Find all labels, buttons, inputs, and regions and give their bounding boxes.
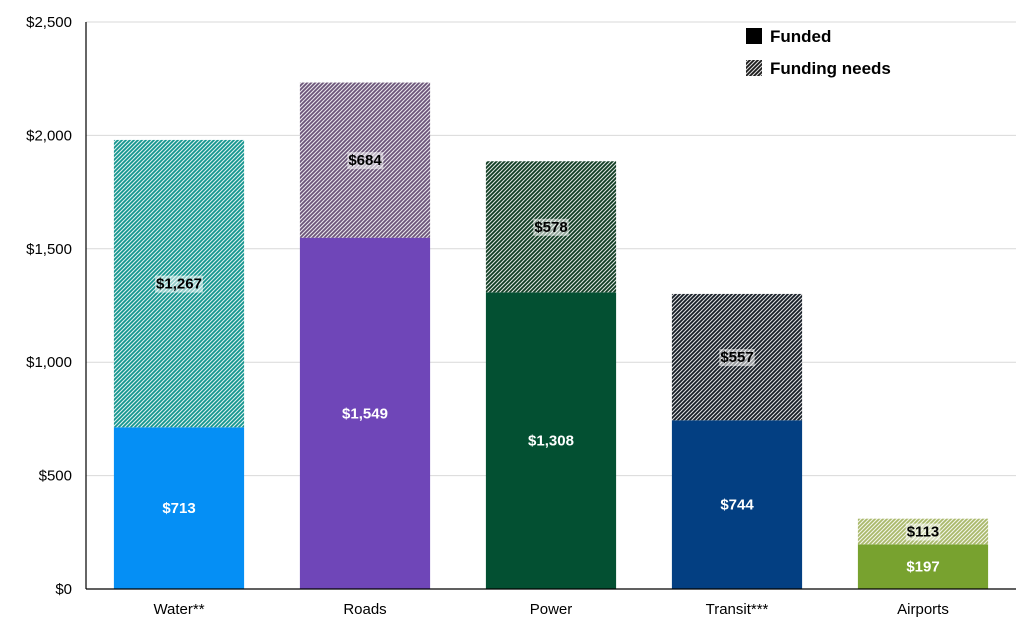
y-tick-label: $1,000 (26, 354, 72, 371)
data-label-funding-needs: $1,267 (156, 276, 202, 293)
data-label-funded: $744 (720, 497, 754, 514)
y-tick-label: $2,000 (26, 127, 72, 144)
data-label-backing (533, 218, 569, 236)
legend-swatch-funded (746, 28, 762, 44)
bars (113, 82, 989, 589)
bar-funded (113, 427, 245, 589)
data-label-funding-needs: $578 (534, 219, 567, 236)
data-label-funded: $713 (162, 500, 195, 517)
data-label-backing (347, 152, 384, 170)
bar-funded (485, 292, 617, 589)
bar-funded (857, 544, 989, 589)
y-tick-label: $0 (55, 581, 72, 598)
legend-label-funded: Funded (770, 27, 831, 46)
data-label-funding-needs: $557 (720, 349, 753, 366)
y-tick-label: $500 (39, 468, 72, 485)
bar-funded (299, 237, 431, 589)
legend: Funded Funding needs (746, 27, 891, 78)
y-tick-label: $2,500 (26, 14, 72, 31)
data-label-backing (905, 523, 941, 541)
bar-funded (671, 420, 803, 589)
x-category-label: Roads (343, 601, 386, 618)
data-label-funding-needs: $684 (348, 152, 382, 169)
x-category-label: Airports (897, 601, 949, 618)
y-tick-label: $1,500 (26, 241, 72, 258)
data-label-funded: $1,308 (528, 433, 574, 450)
data-label-funded: $197 (906, 559, 939, 576)
data-label-funding-needs: $113 (907, 524, 940, 541)
x-category-label: Transit*** (706, 601, 769, 618)
legend-swatch-funding-needs (746, 60, 762, 76)
x-category-label: Power (530, 601, 573, 618)
data-label-funded: $1,549 (342, 405, 388, 422)
legend-label-funding-needs: Funding needs (770, 59, 891, 78)
data-label-backing (155, 275, 203, 293)
data-label-backing (719, 349, 755, 367)
x-category-label: Water** (153, 601, 204, 618)
data-labels: $713 $1,267 $1,549 $684 $1,308 $578 $744 $557 $1… (155, 152, 941, 576)
axes: $0 $500 $1,000 $1,500 $2,000 $2,500 Water** Roa… (26, 14, 1016, 618)
